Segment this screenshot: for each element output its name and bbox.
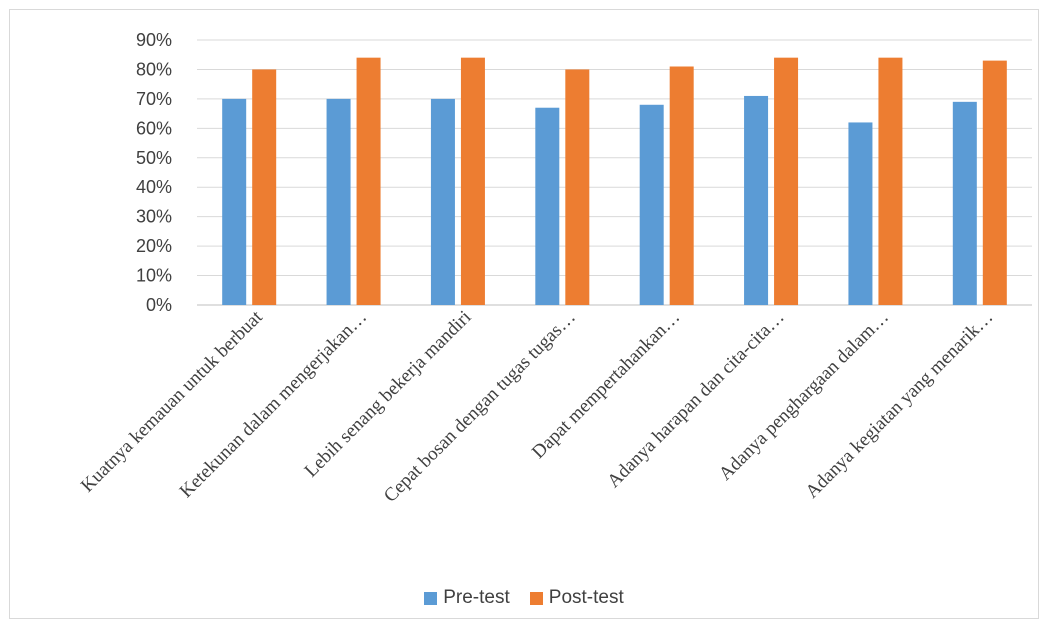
bar-post-test — [356, 57, 381, 305]
y-tick-label: 60% — [136, 118, 172, 138]
bar-post-test — [669, 66, 694, 305]
legend-label-post-test: Post-test — [548, 587, 624, 608]
bar-post-test — [565, 69, 590, 305]
legend-item-pre-test: Pre-test — [424, 587, 510, 609]
y-tick-label: 70% — [136, 89, 172, 109]
bar-pre-test — [952, 101, 977, 305]
legend-item-post-test: Post-test — [529, 587, 624, 609]
y-tick-label: 90% — [136, 30, 172, 50]
y-tick-label: 40% — [136, 177, 172, 197]
bar-pre-test — [535, 107, 560, 305]
bar-post-test — [878, 57, 903, 305]
bar-post-test — [774, 57, 799, 305]
bar-post-test — [460, 57, 485, 305]
x-category-label: Ketekunan dalam mengerjakan… — [176, 307, 371, 502]
x-category-label: Kuatnya kemauan untuk berbuat — [77, 306, 267, 496]
x-category-label: Adanya harapan dan cita-cita… — [603, 307, 788, 492]
legend: Pre-test Post-test — [0, 585, 1048, 611]
bar-pre-test — [848, 122, 873, 305]
bar-pre-test — [744, 95, 769, 305]
y-tick-label: 80% — [136, 59, 172, 79]
bar-pre-test — [222, 98, 247, 305]
y-tick-label: 0% — [146, 295, 172, 315]
bars — [222, 57, 1007, 306]
x-category-label: Lebih senang bekerja mandiri — [301, 307, 476, 482]
legend-label-pre-test: Pre-test — [443, 587, 510, 608]
chart-frame — [9, 9, 1039, 619]
y-axis-ticks: 0% 10% 20% 30% 40% 50% 60% 70% 80% 90% — [136, 30, 172, 315]
bar-post-test — [252, 69, 277, 305]
bar-pre-test — [326, 98, 351, 305]
y-tick-label: 50% — [136, 148, 172, 168]
y-tick-label: 30% — [136, 207, 172, 227]
y-tick-label: 10% — [136, 266, 172, 286]
x-category-label: Adanya kegiatan yang menarik… — [802, 307, 998, 503]
legend-swatch-pre-test — [424, 591, 438, 605]
bar-post-test — [982, 60, 1007, 305]
x-category-label: Cepat bosan dengan tugas tugas… — [380, 307, 580, 507]
y-tick-label: 20% — [136, 236, 172, 256]
gridlines — [197, 39, 1032, 306]
bar-pre-test — [639, 104, 664, 306]
legend-swatch-post-test — [529, 591, 543, 605]
bar-pre-test — [430, 98, 455, 305]
x-category-label: Adanya penghargaan dalam… — [715, 307, 893, 485]
